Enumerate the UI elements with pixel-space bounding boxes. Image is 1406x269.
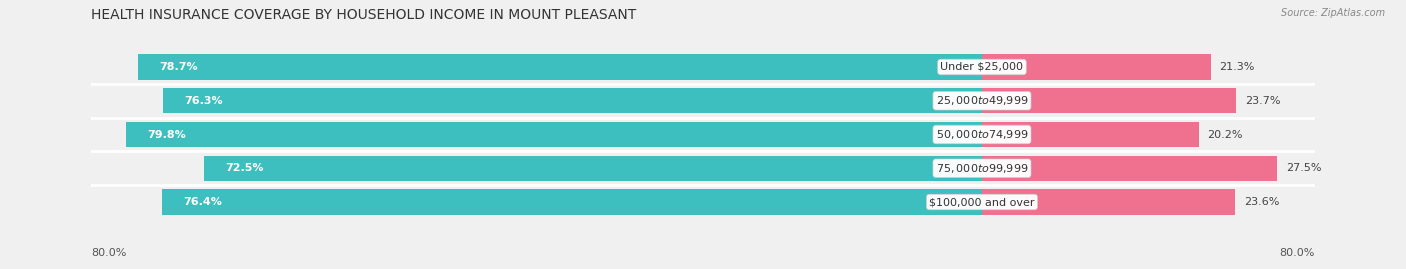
- Bar: [981, 155, 1277, 181]
- Text: 21.3%: 21.3%: [1219, 62, 1254, 72]
- Text: Under $25,000: Under $25,000: [941, 62, 1024, 72]
- Text: 80.0%: 80.0%: [1279, 248, 1315, 258]
- Text: 79.8%: 79.8%: [148, 129, 186, 140]
- Bar: [163, 88, 981, 114]
- Bar: [162, 189, 981, 215]
- Text: 27.5%: 27.5%: [1285, 163, 1322, 173]
- Bar: [138, 54, 981, 80]
- Bar: [204, 155, 981, 181]
- Text: 23.7%: 23.7%: [1244, 96, 1281, 106]
- Bar: [981, 88, 1236, 114]
- Text: $50,000 to $74,999: $50,000 to $74,999: [936, 128, 1028, 141]
- Bar: [125, 122, 981, 147]
- Legend: With Coverage, Without Coverage: With Coverage, Without Coverage: [453, 268, 709, 269]
- Bar: [981, 122, 1199, 147]
- Text: Source: ZipAtlas.com: Source: ZipAtlas.com: [1281, 8, 1385, 18]
- Text: 76.3%: 76.3%: [184, 96, 224, 106]
- Text: 78.7%: 78.7%: [159, 62, 198, 72]
- Text: $100,000 and over: $100,000 and over: [929, 197, 1035, 207]
- Bar: [981, 54, 1211, 80]
- Text: 23.6%: 23.6%: [1244, 197, 1279, 207]
- Text: HEALTH INSURANCE COVERAGE BY HOUSEHOLD INCOME IN MOUNT PLEASANT: HEALTH INSURANCE COVERAGE BY HOUSEHOLD I…: [91, 8, 637, 22]
- Text: 72.5%: 72.5%: [225, 163, 264, 173]
- Text: $25,000 to $49,999: $25,000 to $49,999: [936, 94, 1028, 107]
- Text: 20.2%: 20.2%: [1208, 129, 1243, 140]
- Text: $75,000 to $99,999: $75,000 to $99,999: [936, 162, 1028, 175]
- Text: 76.4%: 76.4%: [184, 197, 222, 207]
- Text: 80.0%: 80.0%: [91, 248, 127, 258]
- Bar: [981, 189, 1236, 215]
